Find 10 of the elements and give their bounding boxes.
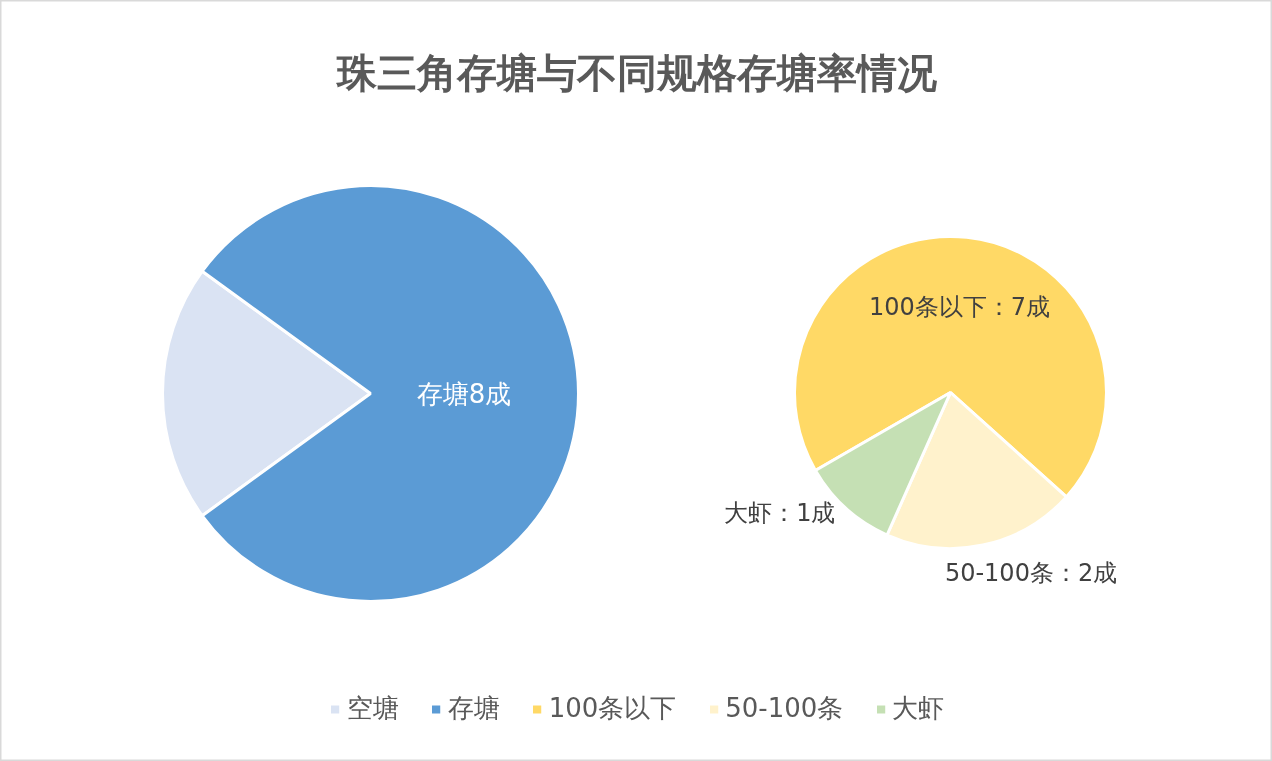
data-label: 50-100条：2成 xyxy=(944,559,1118,588)
legend-label: 50-100条 xyxy=(725,692,844,725)
data-label: 存塘8成 xyxy=(416,378,512,409)
legend-label: 空塘 xyxy=(346,692,399,725)
data-label: 大虾：1成 xyxy=(724,499,836,528)
data-label: 100条以下：7成 xyxy=(868,293,1051,322)
legend-label: 大虾 xyxy=(892,692,945,725)
legend-label: 存塘 xyxy=(447,692,500,725)
chart-title: 珠三角存塘与不同规格存塘率情况 xyxy=(334,49,937,96)
legend-label: 100条以下 xyxy=(548,692,677,725)
